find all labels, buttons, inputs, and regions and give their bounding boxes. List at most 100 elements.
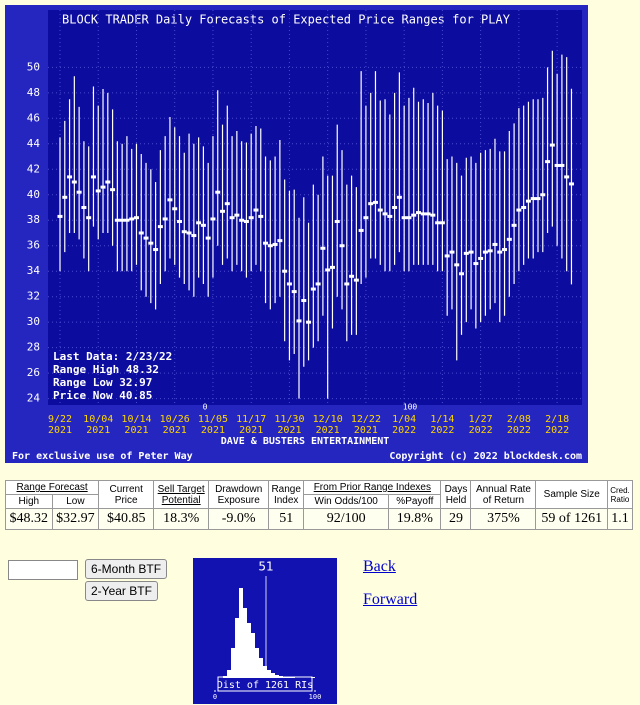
x-tick-label: 10/04 <box>83 414 113 425</box>
price-mark <box>497 250 503 254</box>
link[interactable]: Forward <box>363 591 418 608</box>
price-mark <box>57 214 63 218</box>
hist-bar <box>227 670 231 678</box>
x-tick-year: 2021 <box>316 425 340 436</box>
x-tick-year: 2021 <box>86 425 110 436</box>
price-mark <box>473 262 479 266</box>
x-tick-year: 2022 <box>545 425 569 436</box>
price-mark <box>282 269 288 273</box>
price-mark <box>377 208 383 212</box>
header: Sample Size <box>535 480 608 509</box>
x-tick-label: 12/22 <box>351 414 381 425</box>
price-mark <box>253 208 259 212</box>
price-mark <box>67 175 73 179</box>
price-mark <box>234 213 240 217</box>
cell: 375% <box>470 508 537 530</box>
price-mark <box>392 206 398 209</box>
price-mark <box>296 319 302 323</box>
hist-bar <box>271 673 275 678</box>
index-mark: 100 <box>403 403 418 412</box>
price-mark <box>564 175 570 179</box>
price-mark <box>540 193 546 197</box>
cell: $40.85 <box>98 508 155 530</box>
ticker-input[interactable] <box>8 560 78 580</box>
price-mark <box>129 217 135 221</box>
cell: 59 of 1261 <box>535 508 608 530</box>
price-mark <box>215 190 221 194</box>
price-mark <box>71 180 77 184</box>
cell: 51 <box>268 508 305 530</box>
x-tick-year: 2021 <box>354 425 378 436</box>
price-mark <box>138 231 144 235</box>
cell: 1.1 <box>607 508 633 530</box>
annotation: Range High 48.32 <box>53 363 159 376</box>
price-mark <box>454 263 460 267</box>
price-mark <box>329 265 335 269</box>
price-mark <box>301 299 307 303</box>
header: From Prior Range Indexes <box>303 480 442 495</box>
y-tick-label: 40 <box>27 188 40 201</box>
price-mark <box>511 223 517 227</box>
index-mark: 0 <box>203 403 208 412</box>
price-mark <box>506 237 512 241</box>
header: Drawdown Exposure <box>208 480 270 509</box>
price-mark <box>439 221 445 225</box>
x-tick-year: 2022 <box>507 425 531 436</box>
price-mark <box>181 230 187 234</box>
link[interactable]: Back <box>363 558 396 575</box>
y-tick-label: 44 <box>27 137 41 150</box>
price-mark <box>133 216 139 220</box>
price-mark <box>272 242 278 246</box>
x-tick-label: 0 <box>213 693 217 701</box>
button[interactable]: 6-Month BTF <box>85 559 168 579</box>
x-tick-label: 1/14 <box>430 414 454 425</box>
x-tick-year: 2022 <box>392 425 416 436</box>
button[interactable]: 2-Year BTF <box>85 581 158 601</box>
price-mark <box>521 206 527 209</box>
annotation: Last Data: 2/23/22 <box>53 350 172 363</box>
price-mark <box>119 218 125 222</box>
header: Sell Target Potential <box>153 480 210 509</box>
chart-title: BLOCK TRADER Daily Forecasts of Expected… <box>62 13 511 27</box>
y-tick-label: 48 <box>27 86 40 99</box>
hist-bar <box>243 608 247 678</box>
price-mark <box>200 223 206 227</box>
price-mark <box>344 282 350 286</box>
price-mark <box>310 287 316 291</box>
price-mark <box>325 268 331 272</box>
price-mark <box>114 218 120 222</box>
annotation: Price Now 40.85 <box>53 389 152 402</box>
price-mark <box>396 195 402 199</box>
x-tick-label: 11/17 <box>236 414 266 425</box>
subheader: %Payoff <box>388 494 442 509</box>
price-mark <box>143 236 149 240</box>
x-tick-year: 2021 <box>48 425 72 436</box>
price-mark <box>62 195 68 199</box>
price-mark <box>86 216 92 220</box>
price-mark <box>196 221 202 225</box>
price-mark <box>468 250 474 254</box>
price-mark <box>210 217 216 221</box>
price-mark <box>444 254 450 258</box>
price-mark <box>258 214 264 218</box>
price-mark <box>124 218 130 222</box>
price-mark <box>95 189 101 193</box>
price-mark <box>320 246 326 250</box>
cell: -9.0% <box>208 508 270 530</box>
header: Range Index <box>268 480 305 509</box>
hist-bar <box>251 633 255 678</box>
hist-bar <box>247 623 251 678</box>
x-tick-year: 2021 <box>277 425 301 436</box>
y-tick-label: 36 <box>27 239 40 252</box>
price-mark <box>186 231 192 235</box>
price-mark <box>243 220 249 224</box>
stats-table: Range Forecast Current Price Sell Target… <box>4 480 633 530</box>
y-tick-label: 24 <box>27 392 41 405</box>
price-mark <box>372 200 378 204</box>
price-mark <box>81 206 87 209</box>
price-mark <box>487 249 493 253</box>
price-mark <box>205 236 211 240</box>
price-mark <box>267 244 273 248</box>
price-mark <box>90 175 96 179</box>
